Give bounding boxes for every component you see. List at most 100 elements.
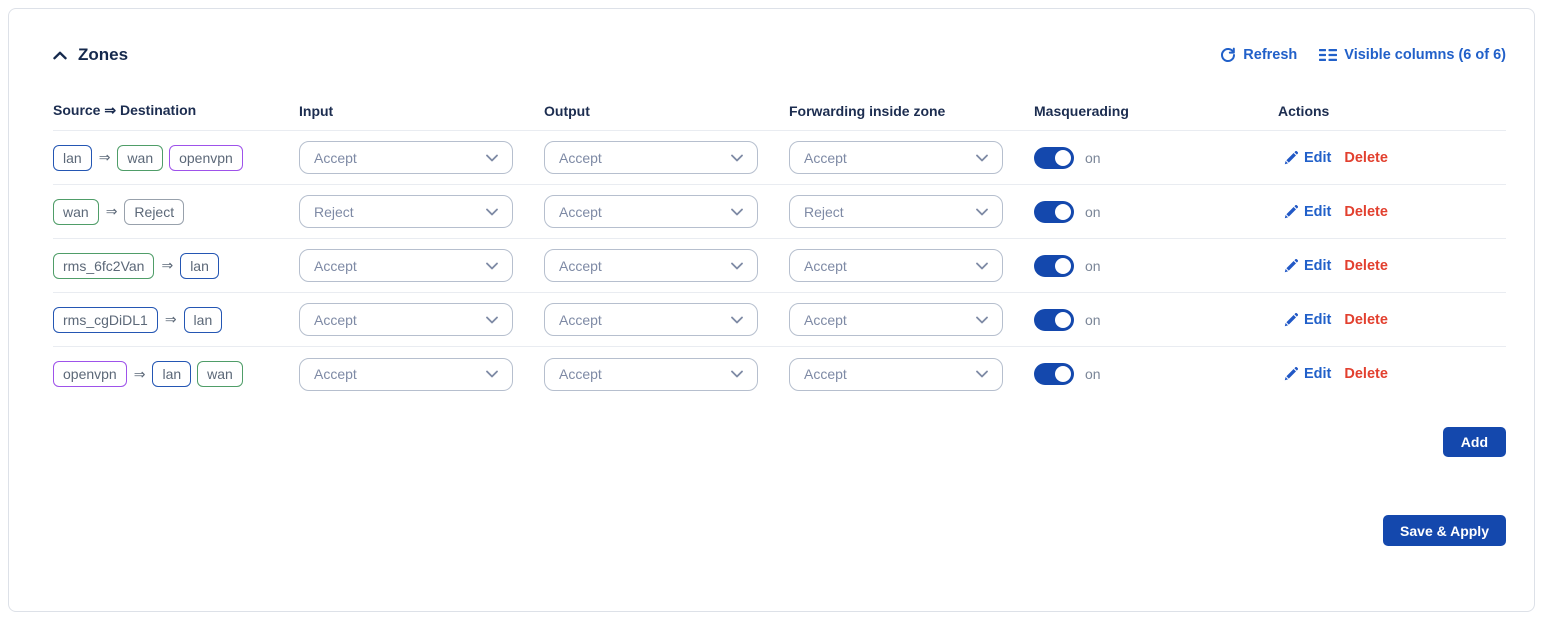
visible-columns-button[interactable]: Visible columns (6 of 6) <box>1319 47 1506 63</box>
masquerading-cell: on <box>1034 308 1278 331</box>
input-select[interactable]: Accept <box>299 357 513 391</box>
table-row: rms_cgDiDL1 ⇒ lan Accept Accept Accept o… <box>53 293 1506 347</box>
delete-button[interactable]: Delete <box>1344 257 1388 274</box>
input-select[interactable]: Accept <box>299 141 513 174</box>
refresh-label: Refresh <box>1243 47 1298 63</box>
zone-tag: wan <box>117 144 164 171</box>
forwarding-select[interactable]: Accept <box>789 249 1003 282</box>
source-destination-cell: openvpn ⇒ lan wan <box>53 361 299 387</box>
source-destination-cell: rms_cgDiDL1 ⇒ lan <box>53 306 299 333</box>
output-cell: Accept <box>544 357 789 391</box>
actions-cell: Edit Delete <box>1278 150 1506 166</box>
delete-button[interactable]: Delete <box>1344 311 1388 328</box>
actions-cell: Edit Delete <box>1278 366 1506 382</box>
zone-arrow: ⇒ <box>105 203 118 219</box>
pencil-icon <box>1284 258 1298 272</box>
edit-label: Edit <box>1304 311 1332 328</box>
output-select[interactable]: Accept <box>544 141 758 174</box>
input-select-value: Accept <box>314 366 357 382</box>
forwarding-select[interactable]: Reject <box>789 195 1003 228</box>
edit-label: Edit <box>1304 366 1332 382</box>
save-apply-button[interactable]: Save & Apply <box>1383 515 1506 546</box>
page-title: Zones <box>78 45 129 64</box>
zone-tag: wan <box>197 361 243 387</box>
forwarding-cell: Accept <box>789 357 1034 391</box>
toggle-knob <box>1055 149 1071 166</box>
actions-cell: Edit Delete <box>1278 204 1506 220</box>
masquerading-toggle[interactable] <box>1034 200 1074 223</box>
zones-panel: Zones Refresh Visible columns (6 of 6) S… <box>8 8 1535 612</box>
output-select[interactable]: Accept <box>544 303 758 336</box>
masquerading-toggle[interactable] <box>1034 308 1074 331</box>
masquerading-toggle[interactable] <box>1034 146 1074 169</box>
forwarding-select[interactable]: Accept <box>789 357 1003 391</box>
forwarding-select[interactable]: Accept <box>789 141 1003 174</box>
forwarding-cell: Reject <box>789 195 1034 228</box>
input-select-value: Accept <box>314 257 357 274</box>
output-cell: Accept <box>544 303 789 336</box>
masquerading-state-label: on <box>1085 366 1101 382</box>
input-select[interactable]: Reject <box>299 195 513 228</box>
pencil-icon <box>1284 367 1298 381</box>
chevron-down-icon <box>731 208 743 215</box>
chevron-down-icon <box>976 262 988 269</box>
column-header-source-destination: Source ⇒ Destination <box>53 102 197 118</box>
chevron-down-icon <box>486 262 498 269</box>
save-button-row: Save & Apply <box>9 457 1534 546</box>
chevron-down-icon <box>486 370 498 378</box>
actions-cell: Edit Delete <box>1278 312 1506 328</box>
panel-collapse-toggle[interactable]: Zones <box>53 45 128 65</box>
edit-button[interactable]: Edit <box>1284 204 1331 220</box>
table-row: lan ⇒ wan openvpn Accept Accept Accept on <box>53 131 1506 185</box>
delete-button[interactable]: Delete <box>1344 203 1388 220</box>
output-select-value: Accept <box>559 311 602 328</box>
add-button[interactable]: Add <box>1442 427 1506 457</box>
chevron-down-icon <box>976 154 988 161</box>
masquerading-cell: on <box>1034 146 1278 169</box>
edit-label: Edit <box>1304 149 1332 166</box>
delete-button[interactable]: Delete <box>1344 149 1388 166</box>
masquerading-toggle[interactable] <box>1034 363 1074 385</box>
output-select[interactable]: Accept <box>544 249 758 282</box>
output-select-value: Accept <box>559 149 602 166</box>
visible-columns-label: Visible columns (6 of 6) <box>1344 47 1506 63</box>
output-select-value: Accept <box>559 203 602 220</box>
edit-button[interactable]: Edit <box>1284 150 1331 166</box>
forwarding-select-value: Accept <box>804 311 847 328</box>
table-row: openvpn ⇒ lan wan Accept Accept Accept on <box>53 347 1506 401</box>
table-header-row: Source ⇒ Destination Input Output Forwar… <box>53 91 1506 131</box>
zone-tag: lan <box>183 306 223 333</box>
zone-tag: rms_cgDiDL1 <box>53 306 158 333</box>
output-select[interactable]: Accept <box>544 357 758 391</box>
input-select[interactable]: Accept <box>299 249 513 282</box>
zone-tag: wan <box>53 198 99 225</box>
masquerading-cell: on <box>1034 200 1278 223</box>
zone-arrow: ⇒ <box>161 257 174 273</box>
edit-button[interactable]: Edit <box>1284 258 1331 274</box>
edit-label: Edit <box>1304 257 1332 274</box>
output-cell: Accept <box>544 249 789 282</box>
chevron-down-icon <box>976 370 988 378</box>
edit-button[interactable]: Edit <box>1284 312 1331 328</box>
forwarding-cell: Accept <box>789 303 1034 336</box>
zone-tag: lan <box>53 144 92 171</box>
delete-button[interactable]: Delete <box>1344 366 1388 382</box>
edit-button[interactable]: Edit <box>1284 366 1331 382</box>
refresh-button[interactable]: Refresh <box>1220 47 1297 63</box>
source-destination-cell: wan ⇒ Reject <box>53 198 299 225</box>
masquerading-state-label: on <box>1085 203 1101 220</box>
zone-tag: lan <box>152 361 192 387</box>
input-select[interactable]: Accept <box>299 303 513 336</box>
masquerading-state-label: on <box>1085 149 1101 166</box>
column-header-input: Input <box>299 102 334 119</box>
column-header-masquerading: Masquerading <box>1034 102 1129 119</box>
zone-arrow: ⇒ <box>133 365 146 382</box>
input-select-value: Accept <box>314 311 357 328</box>
masquerading-toggle[interactable] <box>1034 254 1074 277</box>
pencil-icon <box>1284 150 1298 164</box>
output-select[interactable]: Accept <box>544 195 758 228</box>
forwarding-select[interactable]: Accept <box>789 303 1003 336</box>
zone-tag: rms_6fc2Van <box>53 252 155 279</box>
pencil-icon <box>1284 204 1298 218</box>
masquerading-cell: on <box>1034 254 1278 277</box>
